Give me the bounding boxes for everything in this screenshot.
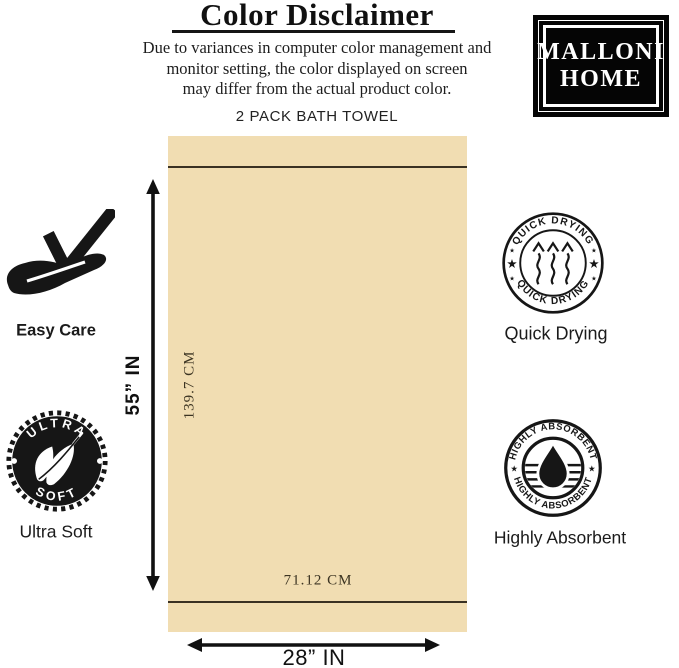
title-underline [172, 30, 455, 33]
towel-bottom-stripe [168, 601, 467, 603]
arrow-left-head [187, 638, 202, 652]
side-dot [11, 458, 18, 464]
svg-text:SOFT: SOFT [33, 484, 80, 504]
easy-care-label: Easy Care [16, 321, 96, 340]
brand-logo: MALLONI HOME [533, 15, 669, 117]
width-cm-label: 71.12 CM [283, 572, 353, 589]
disclaimer-text: Due to variances in computer color manag… [97, 38, 537, 100]
star-icon: ★ [591, 275, 597, 282]
product-type-label: 2 PACK BATH TOWEL [235, 108, 399, 125]
towel-top-stripe [168, 166, 467, 168]
star-icon: ★ [588, 464, 596, 474]
arrow-right-head [425, 638, 440, 652]
height-dimension-arrow [146, 179, 160, 591]
highly-absorbent-label: Highly Absorbent [493, 527, 627, 548]
brand-name-line2: HOME [560, 66, 642, 92]
highly-absorbent-badge-icon: HIGHLY ABSORBENT HIGHLY ABSORBENT ★ ★ [504, 419, 602, 517]
height-inches-label: 55” IN [123, 354, 144, 416]
ultra-soft-label: Ultra Soft [19, 521, 93, 542]
disclaimer-line: monitor setting, the color displayed on … [166, 58, 468, 78]
inner-ring [519, 229, 587, 297]
height-cm-label: 139.7 CM [181, 350, 198, 420]
star-icon: ★ [591, 247, 597, 254]
arrow-down-head [146, 576, 160, 591]
star-icon: ★ [510, 464, 518, 474]
towel-swatch [168, 136, 467, 632]
quick-drying-badge-icon: QUICK DRYING QUICK DRYING ★ ★ ★ ★ ★ ★ [502, 212, 604, 314]
feather-icon [35, 431, 84, 486]
disclaimer-line: Due to variances in computer color manag… [142, 38, 492, 57]
hand-detail-line [26, 260, 86, 283]
star-icon: ★ [509, 275, 515, 282]
side-dot [96, 458, 103, 464]
logo-outer-frame [538, 20, 664, 112]
brand-name-line1: MALLONI [537, 39, 665, 65]
water-drop-icon [525, 440, 581, 491]
disclaimer-title: Color Disclaimer [200, 0, 434, 32]
scalloped-edge [6, 410, 108, 512]
star-icon: ★ [509, 247, 515, 254]
star-icon: ★ [506, 256, 517, 271]
logo-inner-frame [543, 25, 659, 107]
ultra-soft-badge-icon: ULTRA SOFT [6, 410, 108, 512]
width-inches-label: 28” IN [282, 645, 346, 668]
disclaimer-line: may differ from the actual product color… [182, 79, 452, 98]
brand-name: MALLONI HOME [537, 39, 665, 93]
badge-bottom-text: SOFT [33, 484, 77, 504]
width-dimension-arrow [187, 638, 440, 652]
arrow-up-head [146, 179, 160, 194]
star-icon: ★ [588, 256, 599, 271]
hand-check-icon [6, 209, 115, 295]
quick-drying-label: Quick Drying [504, 323, 608, 344]
drying-arrows [532, 241, 574, 285]
